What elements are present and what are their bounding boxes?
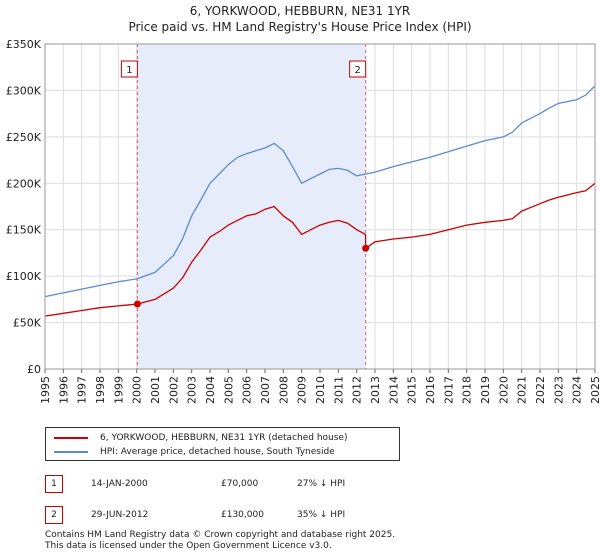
legend-label-property: 6, YORKWOOD, HEBBURN, NE31 1YR (detached… [100,433,348,443]
x-tick-label: 2006 [241,376,254,404]
holding-period-shade [137,44,366,369]
x-tick-label: 2012 [351,376,364,404]
axes: £0 £50K £100K £150K £200K £250K £300K £350K 1995… [6,38,600,404]
annotation-label: 1 [126,65,132,76]
transaction-price: £130,000 [221,510,264,520]
x-tick-label: 2024 [571,376,584,404]
legend: 6, YORKWOOD, HEBBURN, NE31 1YR (detached… [45,427,400,461]
x-tick-label: 2025 [589,376,600,404]
chart-title-line1: 6, YORKWOOD, HEBBURN, NE31 1YR [189,4,411,18]
sale-point [362,244,370,252]
x-tick-label: 2011 [332,376,345,404]
x-tick-label: 2010 [314,376,327,404]
x-tick-label: 2000 [131,376,144,404]
legend-item-property: 6, YORKWOOD, HEBBURN, NE31 1YR (detached… [54,431,347,445]
y-tick-label: £150K [6,224,42,237]
x-tick-label: 2022 [534,376,547,404]
x-tick-label: 2018 [461,376,474,404]
x-tick-label: 2019 [479,376,492,404]
legend-swatch-hpi [54,450,88,453]
transaction-price: £70,000 [221,479,259,489]
y-tick-label: £250K [6,131,42,144]
y-tick-label: £100K [6,270,42,283]
series-line-hpi [44,85,596,298]
footer-line2: This data is licensed under the Open Gov… [45,541,332,551]
shaded-period [136,44,367,369]
footer-attribution: Contains HM Land Registry data © Crown c… [45,530,395,552]
transaction-badge: 1 [45,475,63,493]
transaction-date: 29-JUN-2012 [91,510,149,520]
y-tick-label: £200K [6,177,42,190]
x-tick-label: 2023 [552,376,565,404]
x-tick-label: 2003 [186,376,199,404]
legend-label-hpi: HPI: Average price, detached house, Sout… [100,447,335,457]
legend-swatch-property [54,436,88,439]
y-tick-label: £300K [6,84,42,97]
x-tick-label: 2004 [204,376,217,404]
transaction-row-2: 2 29-JUN-2012 £130,000 35% ↓ HPI [45,506,445,524]
x-tick-label: 2009 [296,376,309,404]
transaction-hpi: 35% ↓ HPI [297,510,346,520]
x-tick-label: 2008 [277,376,290,404]
x-tick-label: 2021 [516,376,529,404]
footer-line1: Contains HM Land Registry data © Crown c… [45,530,396,540]
x-tick-label: 1999 [112,376,125,404]
chart-title: 6, YORKWOOD, HEBBURN, NE31 1YR Price pai… [0,3,600,35]
x-tick-label: 2007 [259,376,272,404]
y-tick-label: £350K [6,38,42,51]
transaction-badge: 2 [45,506,63,524]
x-tick-label: 2017 [442,376,455,404]
series-lines [44,85,596,317]
x-tick-label: 2005 [222,376,235,404]
x-tick-label: 2002 [167,376,180,404]
series-line-property [44,182,596,317]
transaction-date: 14-JAN-2000 [91,479,148,489]
transaction-row-1: 1 14-JAN-2000 £70,000 27% ↓ HPI [45,475,445,493]
x-tick-label: 2013 [369,376,382,404]
x-tick-label: 2014 [387,376,400,404]
annotation-label: 2 [354,65,360,76]
legend-item-hpi: HPI: Average price, detached house, Sout… [54,445,335,459]
y-tick-label: £50K [13,317,42,330]
x-tick-label: 1996 [57,376,70,404]
transaction-hpi: 27% ↓ HPI [297,479,346,489]
plot-border [44,43,596,370]
chart-title-line2: Price paid vs. HM Land Registry's House … [128,20,472,34]
x-tick-label: 1997 [76,376,89,404]
x-tick-label: 1998 [94,376,107,404]
x-tick-label: 2020 [497,376,510,404]
x-tick-label: 2001 [149,376,162,404]
annotation-badge [120,60,138,78]
x-tick-label: 2016 [424,376,437,404]
annotation-badge [349,60,367,78]
x-tick-label: 2015 [406,376,419,404]
y-tick-label: £0 [27,363,41,376]
x-tick-label: 1995 [39,376,52,404]
sale-point [133,300,141,308]
